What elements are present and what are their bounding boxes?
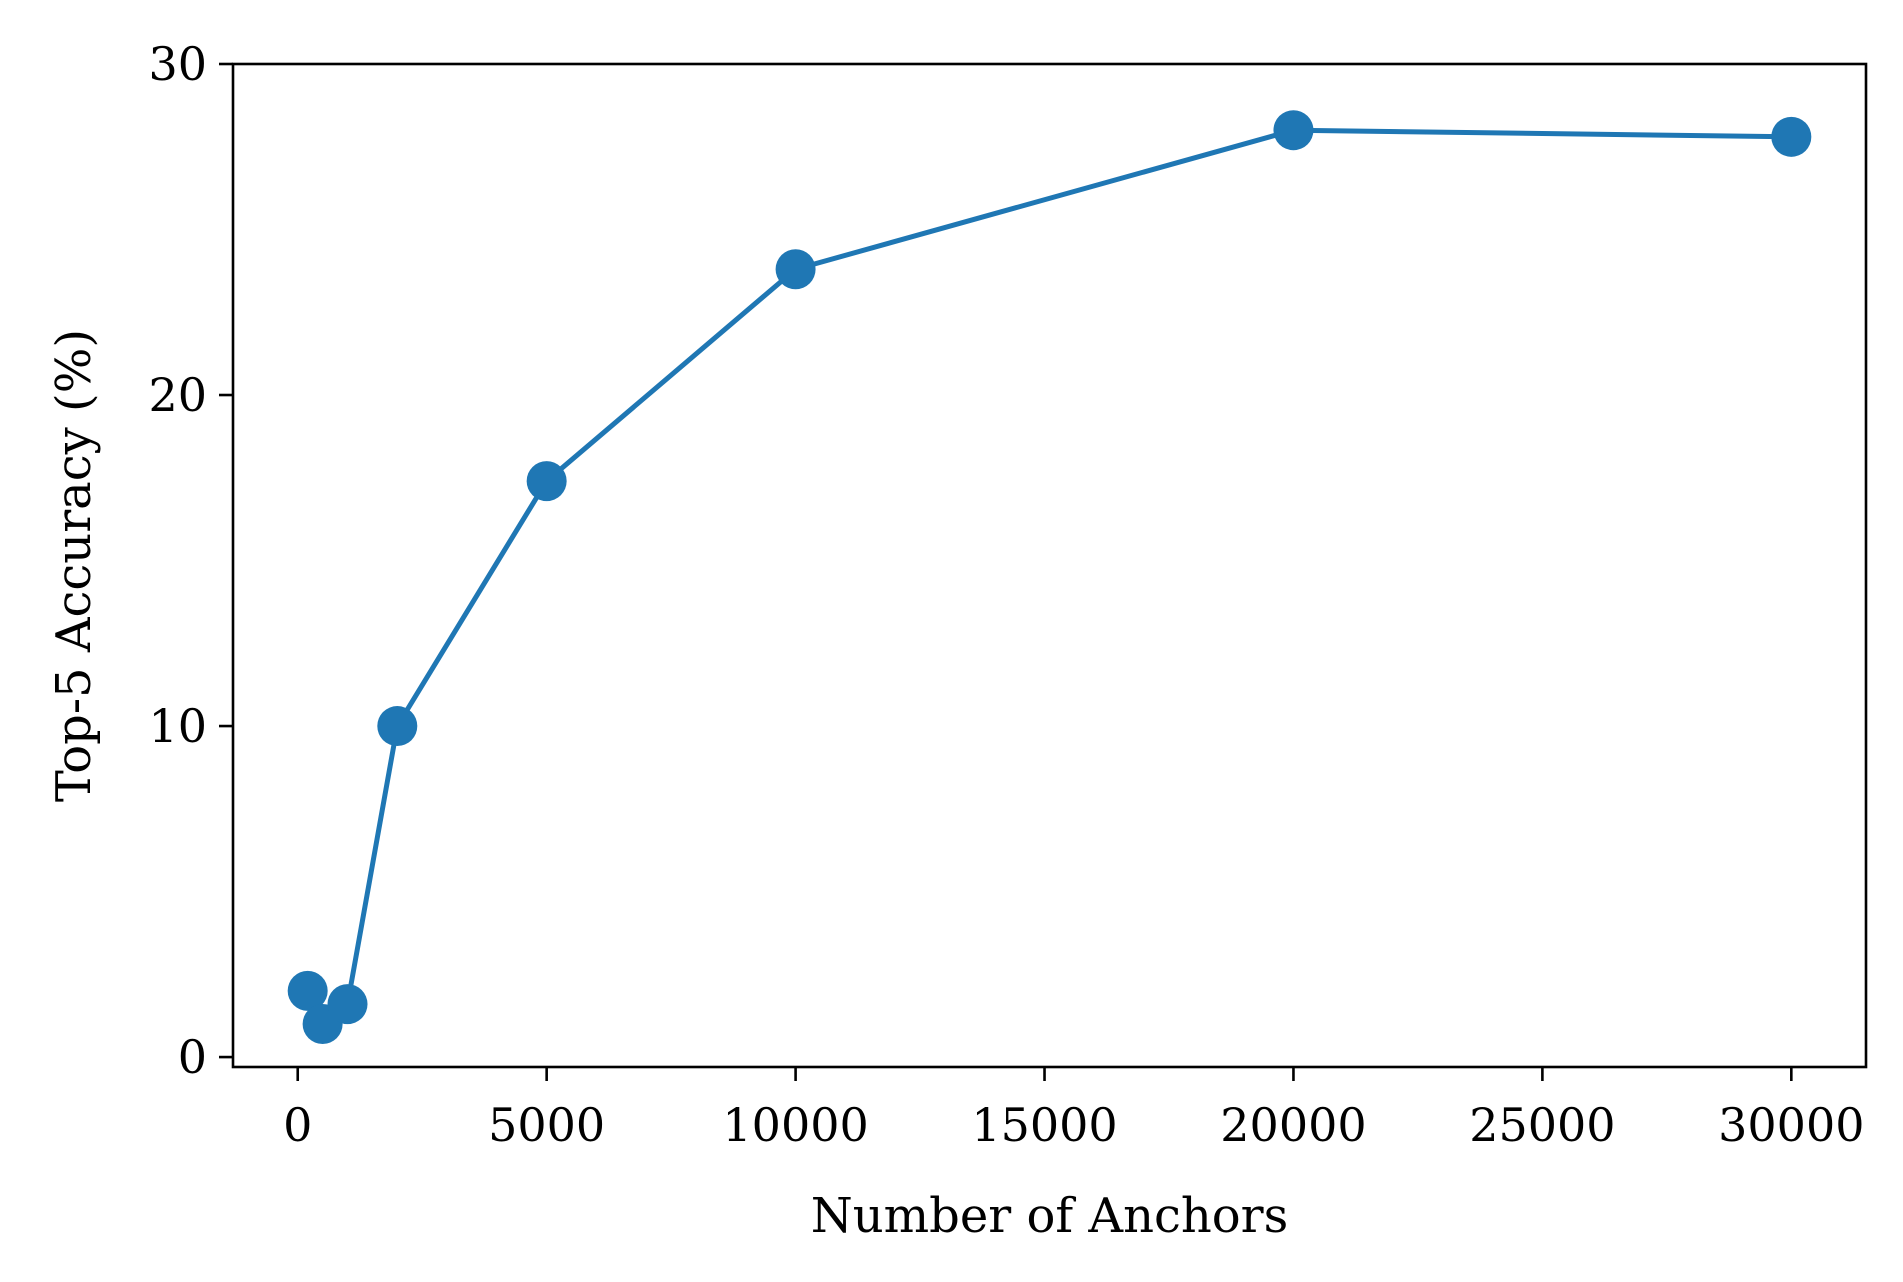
data-point: [1273, 110, 1314, 151]
data-point: [1771, 116, 1812, 157]
x-tick-label: 25000: [1469, 1098, 1615, 1152]
x-axis: 0 5000 10000 15000 20000 25000 30000: [283, 1067, 1864, 1152]
data-point: [526, 461, 567, 502]
x-tick-label: 30000: [1718, 1098, 1864, 1152]
y-axis-label: Top-5 Accuracy (%): [46, 329, 102, 802]
x-tick-label: 10000: [722, 1098, 868, 1152]
y-axis: 0 10 20 30: [148, 37, 233, 1084]
y-tick-label: 20: [148, 368, 207, 422]
y-tick-label: 0: [178, 1030, 207, 1084]
x-tick-label: 20000: [1220, 1098, 1366, 1152]
x-tick-label: 15000: [971, 1098, 1117, 1152]
y-tick-label: 30: [148, 37, 207, 91]
data-point: [775, 249, 816, 290]
x-axis-label: Number of Anchors: [811, 1188, 1289, 1244]
plot-area: [287, 110, 1812, 1044]
y-tick-label: 10: [148, 699, 207, 753]
data-point: [377, 706, 418, 747]
data-point: [287, 970, 328, 1011]
axes-frame: [231, 62, 1868, 1069]
data-point: [327, 984, 368, 1025]
x-tick-label: 0: [283, 1098, 312, 1152]
x-tick-label: 5000: [488, 1098, 605, 1152]
series-line: [305, 127, 1794, 1027]
